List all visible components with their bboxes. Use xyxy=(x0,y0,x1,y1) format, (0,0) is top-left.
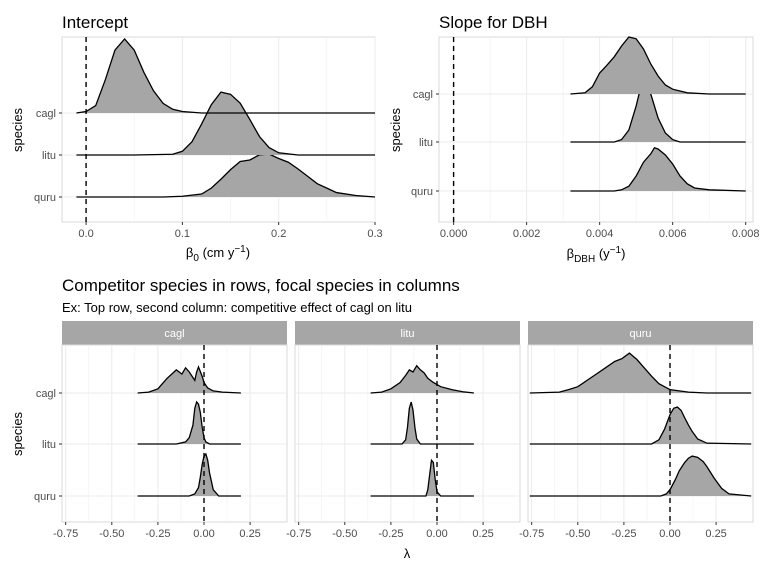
facet-quru-ridge-fill-cagl xyxy=(529,353,752,393)
slope-ridge-fill-cagl xyxy=(570,37,746,94)
competition-y-axis-label: species xyxy=(10,411,25,456)
slope-x-tick-label: 0.004 xyxy=(586,228,614,240)
slope-x-tick-label: 0.008 xyxy=(732,228,760,240)
facet-litu-x-tick-label: 0.00 xyxy=(426,528,447,540)
slope-ridge-fill-litu xyxy=(570,82,746,142)
intercept-y-axis-label: species xyxy=(10,107,25,152)
facet-strip-label-litu: litu xyxy=(400,328,414,340)
facet-litu-ridge-line-quru xyxy=(370,458,474,497)
facet-strip-quru xyxy=(528,321,753,345)
intercept-x-axis-label: β0 (cm y−1) xyxy=(186,244,250,264)
slope-ridge-line-cagl xyxy=(570,36,746,95)
slope-y-tick-label: litu xyxy=(419,137,433,149)
facet-litu-ridge-fill-cagl xyxy=(370,365,474,393)
slope-x-tick-label: 0.006 xyxy=(659,228,687,240)
slope-y-tick-label: cagl xyxy=(413,89,433,101)
slope-y-axis-label: species xyxy=(388,107,403,152)
intercept-x-tick-label: 0.1 xyxy=(175,228,190,240)
competition-subtitle: Ex: Top row, second column: competitive … xyxy=(62,300,412,315)
facet-litu-x-tick-label: 0.25 xyxy=(472,528,493,540)
intercept-y-tick-label: cagl xyxy=(36,108,56,120)
slope-x-axis-label: βDBH (y−1) xyxy=(567,245,626,265)
facet-strip-label-cagl: cagl xyxy=(164,328,184,340)
facet-cagl-ridge-line-cagl xyxy=(137,365,241,394)
slope-y-tick-label: quru xyxy=(411,186,433,198)
intercept-y-tick-label: litu xyxy=(42,150,56,162)
facet-cagl-x-tick-label: 0.00 xyxy=(193,528,214,540)
facet-quru-ridge-line-quru xyxy=(529,455,752,497)
facet-quru-x-tick-label: 0.00 xyxy=(659,528,680,540)
intercept-ridge-fill-cagl xyxy=(76,39,375,113)
slope-title: Slope for DBH xyxy=(439,13,548,32)
facet-quru-x-tick-label: -0.25 xyxy=(611,528,636,540)
facet-quru-x-tick-label: -0.50 xyxy=(565,528,590,540)
facet-cagl-ridge-fill-cagl xyxy=(137,366,241,393)
facet-quru-ridge-fill-quru xyxy=(529,456,752,496)
facet-quru-ridge-line-cagl xyxy=(529,352,752,394)
intercept-x-tick-label: 0.3 xyxy=(367,228,382,240)
facet-strip-cagl xyxy=(62,321,287,345)
facet-quru-x-tick-label: -0.75 xyxy=(519,528,544,540)
facet-cagl-y-tick-label: cagl xyxy=(36,388,56,400)
facet-cagl-x-tick-label: 0.25 xyxy=(239,528,260,540)
facet-cagl-x-tick-label: -0.75 xyxy=(53,528,78,540)
facet-cagl-x-tick-label: -0.25 xyxy=(145,528,170,540)
intercept-y-tick-label: quru xyxy=(34,192,56,204)
plots-layer: 0.0 0.1 0.2 0.3 cagl litu quru species β0 (cm y−… xyxy=(10,36,760,561)
slope-panel-border xyxy=(438,36,754,223)
facet-litu-x-tick-label: -0.50 xyxy=(332,528,357,540)
slope-x-tick-label: 0.000 xyxy=(440,228,468,240)
intercept-x-tick-label: 0.0 xyxy=(78,228,93,240)
facet-cagl-y-tick-label: quru xyxy=(34,491,56,503)
intercept-ridge-fill-litu xyxy=(76,92,375,155)
intercept-ridge-fill-quru xyxy=(76,154,375,197)
intercept-ridge-line-cagl xyxy=(76,38,375,114)
facet-strip-litu xyxy=(295,321,520,345)
facet-cagl-x-tick-label: -0.50 xyxy=(99,528,124,540)
facet-litu-ridge-line-cagl xyxy=(370,364,474,394)
intercept-title: Intercept xyxy=(62,13,128,32)
facet-quru-ridge-line-litu xyxy=(529,406,752,445)
slope-ridge-fill-quru xyxy=(570,147,746,191)
facet-cagl-ridge-line-litu xyxy=(137,400,241,445)
facet-litu-x-tick-label: -0.25 xyxy=(378,528,403,540)
slope-x-tick-label: 0.002 xyxy=(513,228,541,240)
facet-strip-label-quru: quru xyxy=(629,328,651,340)
slope-ridge-line-quru xyxy=(570,147,746,192)
competition-x-axis-label: λ xyxy=(404,546,411,561)
facet-cagl-y-tick-label: litu xyxy=(42,439,56,451)
facet-quru-x-tick-label: 0.25 xyxy=(705,528,726,540)
facet-litu-x-tick-label: -0.75 xyxy=(286,528,311,540)
facet-litu-ridge-line-litu xyxy=(370,401,474,445)
competition-title: Competitor species in rows, focal specie… xyxy=(62,276,460,295)
intercept-x-tick-label: 0.2 xyxy=(271,228,286,240)
intercept-ridge-line-litu xyxy=(76,91,375,156)
